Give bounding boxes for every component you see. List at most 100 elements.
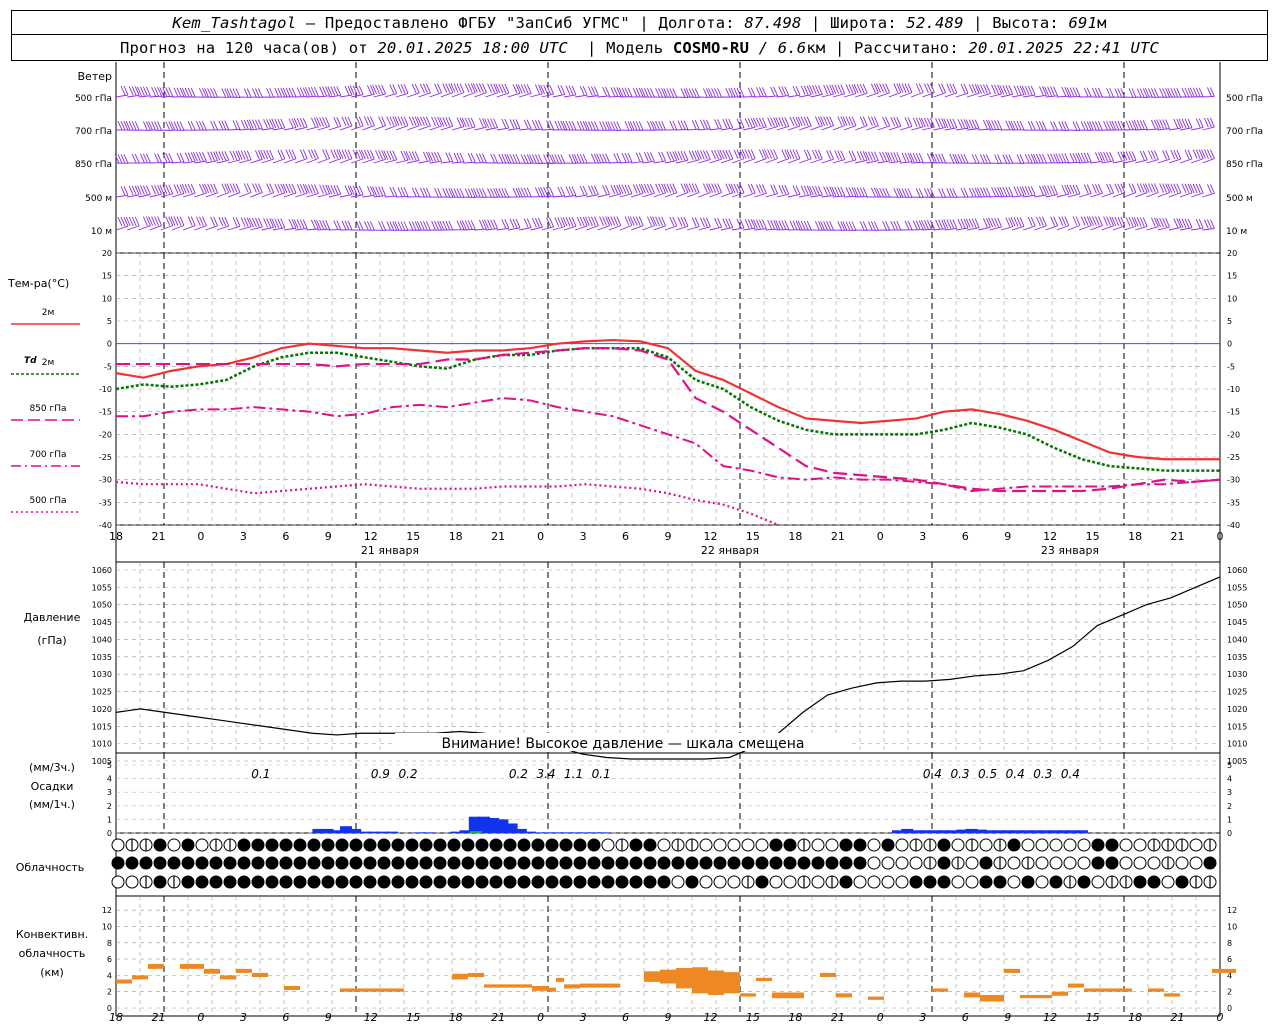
cloud-symbol <box>349 838 363 852</box>
wind-barb-shaft <box>1179 158 1193 164</box>
wind-barb <box>226 88 241 98</box>
cloud-circle <box>671 875 685 889</box>
cloud-symbol <box>279 875 293 889</box>
wind-barb-feather <box>165 216 171 226</box>
wind-barb-feather <box>814 85 820 95</box>
wind-barb-feather <box>778 184 784 195</box>
wind-barb <box>1144 88 1159 98</box>
wind-barb-feather <box>1016 85 1022 95</box>
wind-barb-feather <box>509 154 515 164</box>
wind-barb <box>1056 216 1070 231</box>
wind-barb-feather <box>848 221 854 231</box>
wind-barb-feather <box>531 154 537 164</box>
wind-barb-feather <box>461 220 467 230</box>
wind-barb-shaft <box>1168 127 1181 131</box>
wind-barb-feather <box>1125 120 1131 130</box>
wind-barb <box>115 216 129 231</box>
wind-barb-feather <box>582 216 588 227</box>
wind-barb-feather <box>952 118 958 129</box>
wind-barb-feather <box>467 117 473 128</box>
wind-barb-feather <box>661 183 667 194</box>
wind-barb <box>1079 216 1092 231</box>
cloud-symbol <box>881 838 895 852</box>
wind-barb <box>920 117 935 131</box>
cloud-symbol <box>1021 875 1035 889</box>
wind-barb <box>743 219 756 231</box>
cloud-circle <box>839 856 853 870</box>
wind-barb-feather <box>901 83 907 93</box>
cloud-symbol <box>1077 875 1091 889</box>
wind-barb-feather <box>1131 151 1137 161</box>
wind-barb-feather <box>1133 217 1139 227</box>
wind-barb-feather <box>1206 149 1212 159</box>
wind-barb-feather <box>389 221 395 231</box>
wind-barb-feather <box>1005 154 1011 164</box>
wind-barb-shaft <box>608 161 621 164</box>
cloud-symbol <box>1063 875 1077 889</box>
wind-barb <box>887 152 902 164</box>
wind-barb-shaft <box>1135 192 1148 198</box>
wind-barb-feather <box>1189 183 1195 194</box>
wind-barb <box>1191 118 1204 131</box>
wind-barb-feather <box>386 116 392 126</box>
wind-barb-feather <box>778 86 784 96</box>
wind-barb-feather <box>985 119 991 130</box>
wind-barb-feather <box>808 186 814 196</box>
wind-barb-shaft <box>1056 162 1069 164</box>
cloud-symbol <box>657 838 671 852</box>
wind-barb <box>877 116 891 131</box>
wind-barb-feather <box>526 119 532 129</box>
wind-barb-feather <box>414 151 420 161</box>
wind-barb <box>922 188 935 198</box>
wind-barb-feather <box>797 116 803 126</box>
wind-barb-shaft <box>877 92 890 98</box>
precip-bar <box>938 830 950 833</box>
convective-segment <box>1148 988 1164 992</box>
wind-barb-feather <box>876 187 882 198</box>
wind-barb-feather <box>274 218 280 228</box>
wind-barb-shaft <box>272 127 285 131</box>
convective-hour-label: 21 <box>1171 1011 1185 1024</box>
cloud-circle <box>979 875 993 889</box>
wind-barb <box>899 117 913 131</box>
wind-barb-shaft <box>295 228 308 231</box>
wind-barb-feather <box>714 149 720 160</box>
wind-barb-feather <box>434 151 440 162</box>
wind-barb-shaft <box>664 225 677 231</box>
cloud-circle <box>699 856 713 870</box>
cloud-circle <box>223 856 237 870</box>
wind-barb-feather <box>1091 87 1097 98</box>
wind-barb-feather <box>372 84 378 95</box>
wind-barb-feather <box>750 149 756 159</box>
wind-barb-feather <box>210 151 216 161</box>
wind-barb-feather <box>705 217 711 228</box>
wind-barb-feather <box>923 83 929 93</box>
wind-barb-feather <box>478 153 484 163</box>
wind-barb-feather <box>179 152 185 163</box>
wind-barb <box>720 118 734 131</box>
wind-barb-shaft <box>395 159 409 164</box>
wind-barb-shaft <box>127 225 140 231</box>
wind-barb-feather <box>490 219 496 229</box>
wind-barb-feather <box>949 153 955 164</box>
precip-bar <box>321 828 334 833</box>
temperature-panel-title: Тем-ра(°C) <box>7 277 69 290</box>
wind-barb-shaft <box>877 160 890 164</box>
wind-barb <box>485 153 499 164</box>
wind-barb-feather <box>672 216 678 227</box>
wind-barb-feather <box>840 84 846 94</box>
wind-barb-feather <box>1086 184 1092 194</box>
wind-barb-feather <box>997 120 1003 130</box>
wind-barb-feather <box>515 119 521 129</box>
wind-barb-feather <box>416 221 422 231</box>
wind-barb <box>675 183 689 198</box>
wind-barb-feather <box>960 119 966 129</box>
cloud-symbol <box>167 838 181 852</box>
wind-barb-feather <box>688 150 694 160</box>
wind-barb-feather <box>347 220 353 231</box>
cloud-circle <box>153 838 167 852</box>
wind-barb-feather <box>512 187 518 198</box>
wind-barb-feather <box>366 116 372 126</box>
wind-barb <box>1122 151 1137 164</box>
wind-barb-feather <box>439 220 445 231</box>
